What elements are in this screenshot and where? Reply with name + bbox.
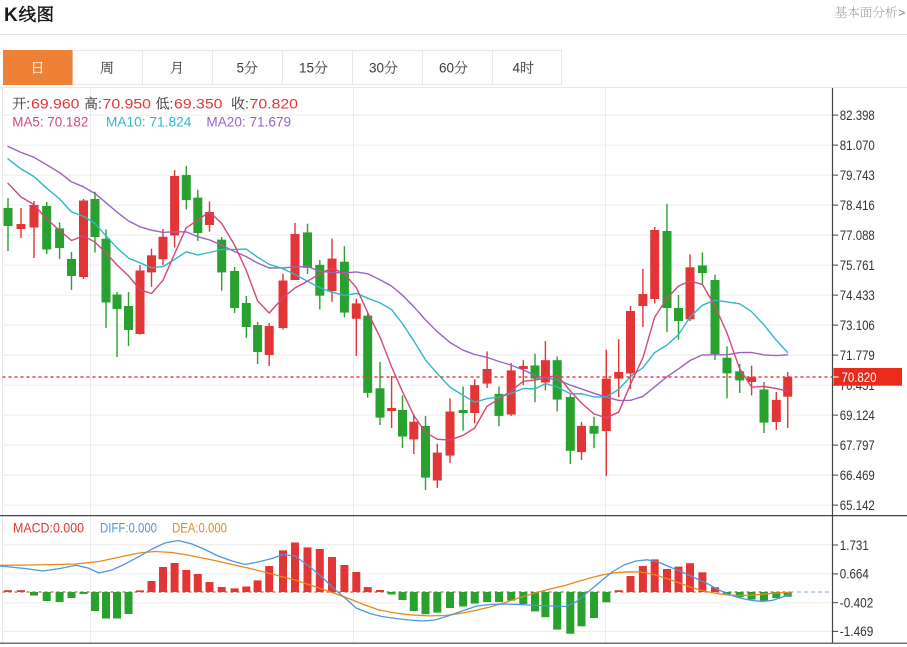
svg-text:78.416: 78.416 bbox=[840, 197, 875, 213]
svg-text:60: 60 bbox=[439, 61, 454, 76]
svg-text:DEA:0.000: DEA:0.000 bbox=[172, 520, 227, 536]
svg-text:75.761: 75.761 bbox=[840, 257, 875, 273]
svg-text:73.106: 73.106 bbox=[840, 317, 875, 333]
svg-text:-1.469: -1.469 bbox=[840, 623, 874, 639]
svg-text:70.820: 70.820 bbox=[842, 369, 877, 385]
svg-text::: : bbox=[98, 96, 102, 112]
svg-text:66.469: 66.469 bbox=[840, 467, 875, 483]
svg-text::: : bbox=[170, 96, 174, 112]
svg-text:K: K bbox=[4, 5, 18, 26]
svg-text:DIFF:0.000: DIFF:0.000 bbox=[100, 520, 157, 536]
svg-text:79.743: 79.743 bbox=[840, 167, 875, 183]
svg-text:MA10: 71.824: MA10: 71.824 bbox=[106, 113, 192, 129]
svg-text:5: 5 bbox=[237, 61, 245, 76]
svg-text::: : bbox=[245, 96, 249, 112]
svg-text:74.433: 74.433 bbox=[840, 287, 875, 303]
svg-text:65.142: 65.142 bbox=[840, 497, 875, 513]
svg-text:69.350: 69.350 bbox=[174, 96, 223, 112]
svg-text:MA5: 70.182: MA5: 70.182 bbox=[12, 113, 88, 129]
svg-text:70.950: 70.950 bbox=[103, 96, 152, 112]
svg-text:81.070: 81.070 bbox=[840, 137, 875, 153]
svg-text:>: > bbox=[898, 6, 905, 20]
svg-text:-0.402: -0.402 bbox=[840, 595, 874, 611]
svg-text:1.731: 1.731 bbox=[840, 537, 869, 553]
svg-text::: : bbox=[26, 96, 30, 112]
svg-text:0.664: 0.664 bbox=[840, 566, 869, 582]
svg-text:30: 30 bbox=[369, 61, 384, 76]
svg-text:MACD:0.000: MACD:0.000 bbox=[13, 520, 84, 536]
svg-text:15: 15 bbox=[299, 61, 314, 76]
svg-text:69.960: 69.960 bbox=[31, 96, 80, 112]
svg-text:77.088: 77.088 bbox=[840, 227, 875, 243]
svg-text:67.797: 67.797 bbox=[840, 437, 875, 453]
svg-text:MA20: 71.679: MA20: 71.679 bbox=[206, 113, 291, 129]
svg-text:71.779: 71.779 bbox=[840, 347, 875, 363]
svg-text:70.820: 70.820 bbox=[250, 96, 299, 112]
svg-text:82.398: 82.398 bbox=[840, 107, 875, 123]
svg-text:4: 4 bbox=[513, 61, 521, 76]
svg-text:69.124: 69.124 bbox=[840, 407, 875, 423]
